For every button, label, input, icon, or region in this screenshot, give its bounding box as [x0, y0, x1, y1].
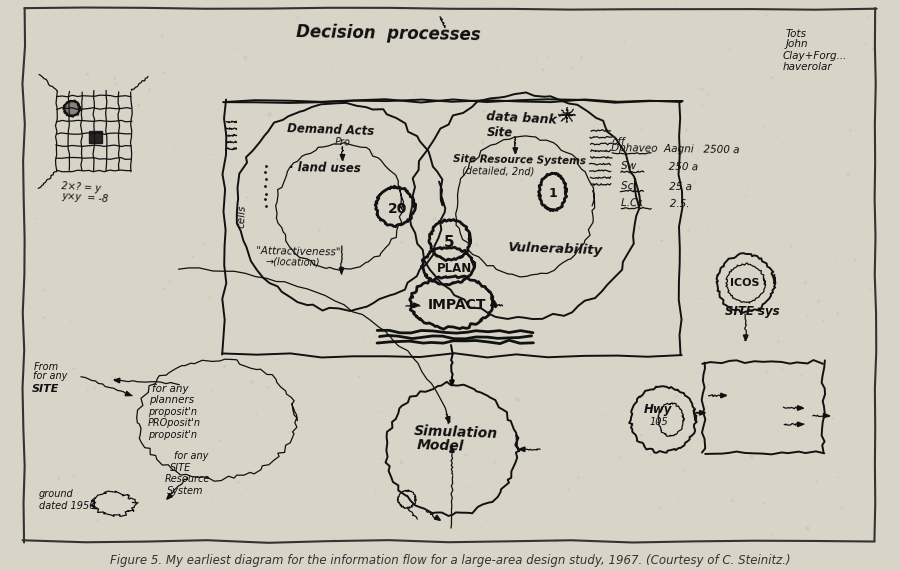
Text: From: From — [33, 362, 58, 372]
Polygon shape — [491, 303, 496, 308]
Text: Hwy: Hwy — [644, 404, 672, 417]
Text: 105: 105 — [650, 417, 669, 428]
Text: 2×? = y: 2×? = y — [61, 181, 102, 194]
Text: ground: ground — [39, 490, 74, 499]
Polygon shape — [797, 422, 804, 426]
Text: data bank: data bank — [485, 110, 557, 127]
Polygon shape — [699, 410, 706, 415]
Text: Sc.          25 a: Sc. 25 a — [621, 181, 692, 192]
Text: for any: for any — [152, 384, 189, 394]
Polygon shape — [797, 406, 804, 410]
Text: · land uses: · land uses — [289, 161, 361, 175]
Polygon shape — [519, 447, 525, 451]
Text: Figure 5. My earliest diagram for the information flow for a large-area design s: Figure 5. My earliest diagram for the in… — [110, 554, 790, 567]
Text: ICOS: ICOS — [730, 278, 760, 288]
Text: System: System — [166, 486, 203, 495]
Polygon shape — [513, 148, 518, 153]
Text: cells: cells — [237, 204, 248, 228]
Text: PROposit'n: PROposit'n — [148, 418, 201, 429]
Polygon shape — [721, 393, 726, 398]
Text: Model: Model — [417, 438, 464, 453]
Text: Tots: Tots — [786, 28, 807, 39]
Text: Pro: Pro — [335, 137, 351, 148]
Text: Simulation: Simulation — [413, 424, 498, 441]
Polygon shape — [435, 515, 440, 520]
Polygon shape — [450, 380, 454, 386]
Text: dated 1950: dated 1950 — [39, 501, 95, 511]
Text: L.Cr.        2.5.: L.Cr. 2.5. — [621, 198, 689, 209]
Text: Decision  processes: Decision processes — [296, 23, 482, 44]
Text: Clay+Forg...: Clay+Forg... — [782, 51, 847, 60]
Text: haverolar: haverolar — [782, 62, 832, 72]
Text: Vulnerability: Vulnerability — [508, 242, 603, 258]
Polygon shape — [450, 446, 454, 452]
Text: proposit'n: proposit'n — [148, 430, 196, 440]
Polygon shape — [66, 102, 78, 115]
Text: PLAN: PLAN — [436, 262, 472, 275]
Polygon shape — [89, 131, 102, 143]
Text: Demand Acts: Demand Acts — [287, 121, 374, 137]
Text: Resource: Resource — [165, 474, 211, 484]
Text: Site Resource Systems: Site Resource Systems — [453, 154, 586, 166]
Text: →(location): →(location) — [266, 256, 320, 267]
Text: 1: 1 — [549, 188, 558, 201]
Polygon shape — [125, 392, 131, 396]
Text: planners: planners — [149, 396, 194, 405]
Text: 5: 5 — [445, 235, 455, 250]
Text: y×y  = -8: y×y = -8 — [61, 191, 109, 205]
Text: 20: 20 — [388, 202, 407, 216]
Polygon shape — [743, 335, 748, 341]
Text: IMPACT: IMPACT — [428, 298, 486, 312]
Polygon shape — [824, 413, 829, 418]
Polygon shape — [114, 378, 120, 383]
Text: SITE: SITE — [32, 384, 58, 394]
Text: for any: for any — [174, 451, 208, 461]
Text: SITE sys: SITE sys — [724, 304, 779, 317]
Polygon shape — [339, 268, 344, 274]
Text: proposit'n: proposit'n — [148, 407, 196, 417]
Polygon shape — [413, 303, 419, 308]
Text: (detailed, 2nd): (detailed, 2nd) — [462, 165, 534, 177]
Polygon shape — [446, 417, 450, 423]
Text: Dphaveo  Aagni   2500 a: Dphaveo Aagni 2500 a — [611, 142, 740, 155]
Text: John: John — [786, 39, 808, 49]
Text: off: off — [611, 137, 625, 147]
Text: "Attractiveness": "Attractiveness" — [256, 246, 341, 257]
Polygon shape — [340, 154, 345, 160]
Text: Site: Site — [487, 126, 513, 139]
Polygon shape — [166, 494, 173, 499]
Text: Sw          250 a: Sw 250 a — [621, 161, 698, 173]
Text: SITE: SITE — [170, 462, 191, 473]
Text: for any: for any — [33, 371, 68, 381]
